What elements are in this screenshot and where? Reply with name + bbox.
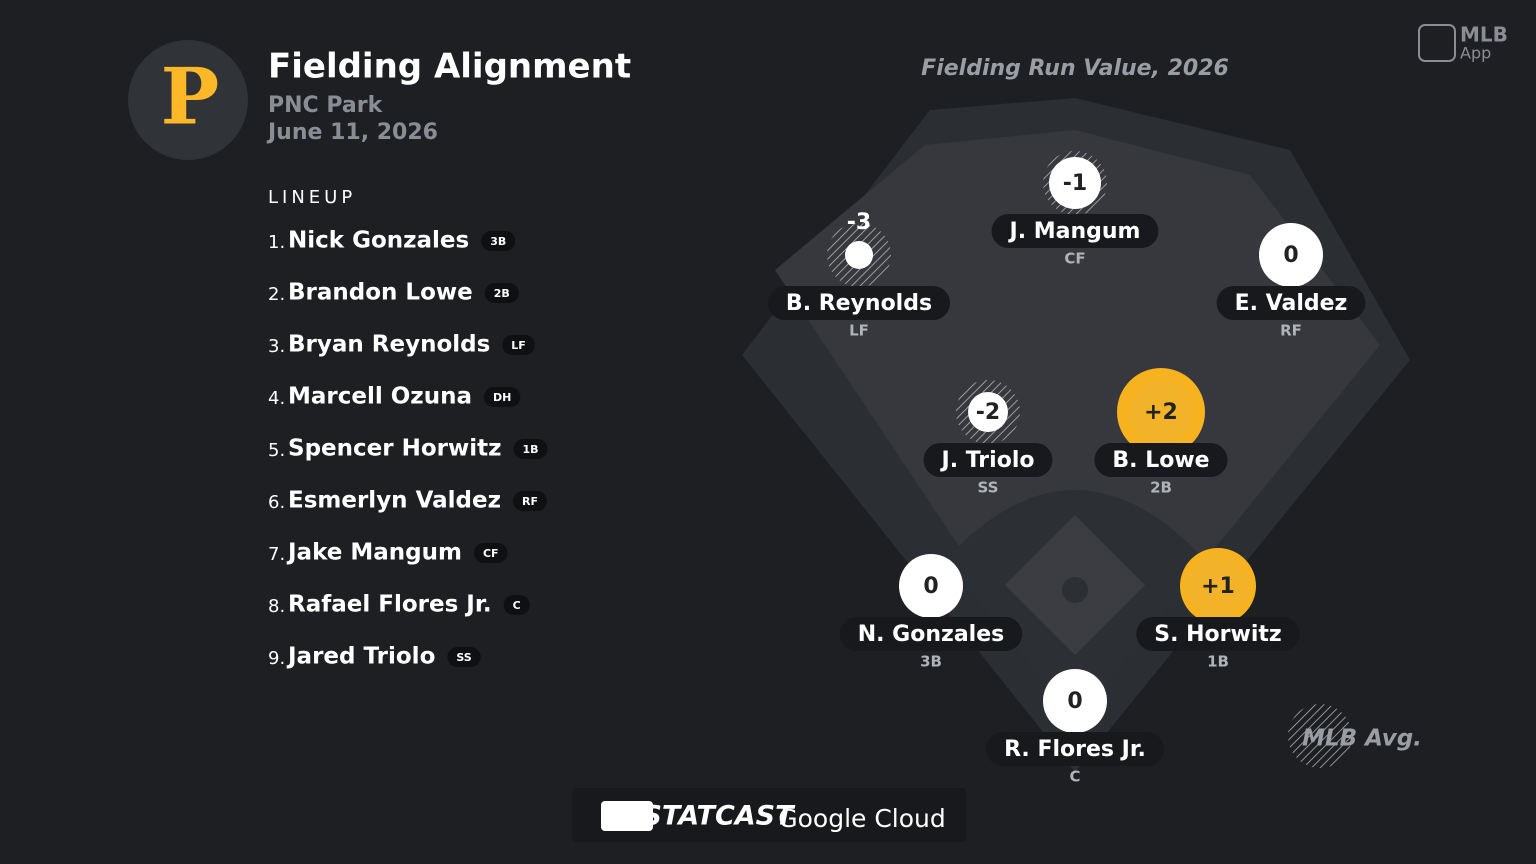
avg-hatch-overlay: [1129, 380, 1193, 444]
lineup-position: 2B: [494, 287, 510, 300]
app-label: App: [1460, 44, 1491, 63]
position-badge: [447, 647, 481, 667]
fielder-position: CF: [1064, 250, 1085, 268]
fielder-name: E. Valdez: [1235, 291, 1348, 316]
value-label: -2: [976, 400, 1000, 425]
name-pill: [923, 443, 1053, 477]
position-badge: [473, 543, 508, 563]
lineup-order: 9.: [268, 648, 285, 669]
value-label: 0: [1283, 243, 1298, 268]
value-label: +1: [1201, 574, 1235, 599]
position-badge: [481, 231, 516, 251]
avg-hatch-overlay: [1186, 554, 1250, 618]
fielder-name: B. Reynolds: [786, 291, 932, 316]
fielder-name: J. Mangum: [1008, 219, 1141, 244]
name-pill: [991, 214, 1159, 248]
title: Fielding Alignment: [268, 47, 631, 87]
fielder-name: J. Triolo: [940, 448, 1035, 473]
fielder-position: 1B: [1207, 653, 1229, 671]
lineup-name: Spencer Horwitz: [288, 436, 502, 462]
date: June 11, 2026: [266, 120, 438, 145]
fielder-name: R. Flores Jr.: [1004, 737, 1146, 762]
team-logo: P: [161, 52, 220, 143]
legend-hatch: [1288, 704, 1352, 768]
name-pill: [839, 617, 1023, 651]
value-label: 0: [923, 574, 938, 599]
field-title: Fielding Run Value, 2026: [921, 56, 1229, 81]
fielder-position: LF: [849, 322, 869, 340]
lineup-order: 7.: [268, 544, 285, 565]
fielder-position: SS: [978, 479, 999, 497]
value-circle: [1043, 669, 1107, 733]
fielder-name: N. Gonzales: [858, 622, 1004, 647]
lineup-position: RF: [522, 495, 538, 508]
lineup-position: C: [513, 599, 521, 612]
fielder-position: 3B: [920, 653, 942, 671]
lineup-order: 5.: [268, 440, 285, 461]
position-badge: [483, 387, 521, 407]
fielder-position: 2B: [1150, 479, 1172, 497]
lineup-name: Marcell Ozuna: [288, 384, 472, 410]
name-pill: [767, 286, 951, 320]
footer-partner: Google Cloud: [778, 804, 946, 833]
app-name: MLB: [1460, 23, 1508, 47]
lineup-name: Bryan Reynolds: [288, 332, 490, 358]
lineup-order: 1.: [268, 232, 285, 253]
lineup-position: LF: [511, 339, 526, 352]
footer-box: [572, 788, 966, 842]
name-pill: [1094, 443, 1228, 477]
lineup-order: 4.: [268, 388, 285, 409]
lineup-order: 2.: [268, 284, 285, 305]
lineup-name: Nick Gonzales: [288, 228, 469, 254]
fielder-position: C: [1069, 768, 1080, 786]
lineup-position: CF: [483, 547, 499, 560]
value-circle: [845, 241, 873, 269]
value-circle: [899, 554, 963, 618]
app-icon: [1418, 24, 1456, 62]
position-badge: [503, 595, 530, 615]
lineup-name: Esmerlyn Valdez: [288, 488, 501, 514]
fielder-position: RF: [1280, 322, 1302, 340]
value-circle: [1259, 223, 1323, 287]
venue: PNC Park: [268, 93, 384, 118]
fielder-name: S. Horwitz: [1154, 622, 1281, 647]
team-logo-bg: [128, 40, 248, 160]
lineup-order: 6.: [268, 492, 285, 513]
value-label: +2: [1144, 400, 1178, 425]
lineup-name: Rafael Flores Jr.: [288, 592, 492, 618]
position-badge: [502, 335, 535, 355]
field-inner: [775, 130, 1380, 720]
fielder-name: B. Lowe: [1112, 448, 1209, 473]
footer-brand: STATCAST: [642, 801, 796, 832]
lineup-name: Jared Triolo: [286, 644, 435, 670]
position-badge: [512, 491, 547, 511]
value-label: -3: [847, 210, 871, 235]
lineup-position: 3B: [490, 235, 506, 248]
legend-label: MLB Avg.: [1302, 726, 1422, 752]
lineup: 1. Nick Gonzales 3B 2. Brandon Lowe 2B 3. Bryan…: [268, 228, 548, 670]
lineup-position: SS: [456, 651, 471, 664]
name-pill: [986, 732, 1164, 766]
mlb-logo: [601, 801, 653, 831]
fielders: -3 B. Reynolds LF -1 J. Mangum CF 0 E. Valdez RF…: [767, 151, 1366, 786]
value-label: 0: [1067, 689, 1082, 714]
name-pill: [1216, 286, 1366, 320]
lineup-title: LINEUP: [268, 187, 356, 208]
position-badge: [513, 439, 548, 459]
name-pill: [1136, 617, 1300, 651]
position-badge: [484, 283, 519, 303]
lineup-position: DH: [493, 391, 511, 404]
lineup-name: Brandon Lowe: [288, 280, 473, 306]
value-circle: [1049, 157, 1101, 209]
value-circle: [968, 392, 1008, 432]
lineup-position: 1B: [523, 443, 539, 456]
lineup-name: Jake Mangum: [286, 540, 462, 566]
lineup-order: 8.: [268, 596, 285, 617]
lineup-order: 3.: [268, 336, 285, 357]
mound: [1062, 577, 1088, 603]
value-label: -1: [1063, 171, 1087, 196]
